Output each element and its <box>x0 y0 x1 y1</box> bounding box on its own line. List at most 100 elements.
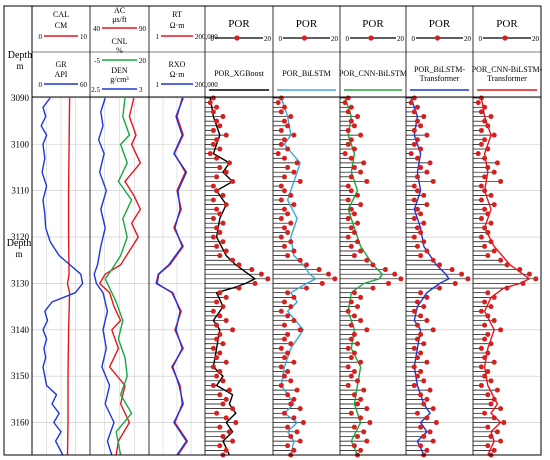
por-marker <box>437 262 442 268</box>
por-marker <box>494 387 500 393</box>
por-marker <box>452 280 458 286</box>
scale-min-label: 40 <box>93 25 101 33</box>
por-marker <box>421 192 427 198</box>
por-marker <box>207 100 213 106</box>
por-marker <box>285 443 291 449</box>
por-marker <box>210 141 216 147</box>
por-marker <box>382 267 388 273</box>
por-marker <box>430 178 436 184</box>
depth-axis: Depth m Depth m 3090 3100 3110 3120 3130 3140… <box>7 50 32 428</box>
por-marker <box>424 396 430 402</box>
scale-max-label: 200,000 <box>195 33 218 41</box>
por-marker <box>414 225 420 231</box>
log-curve <box>280 97 317 456</box>
por-marker <box>398 276 404 282</box>
por-marker <box>424 359 430 365</box>
por-marker <box>214 104 220 110</box>
por-marker <box>491 447 497 453</box>
por-marker <box>408 151 414 157</box>
por-marker <box>281 225 287 231</box>
por-marker <box>482 225 488 231</box>
por-marker <box>491 248 497 254</box>
por-marker <box>424 132 430 138</box>
por-marker <box>345 197 351 203</box>
por-marker <box>291 248 297 254</box>
por-marker <box>358 415 364 421</box>
por-marker <box>437 285 442 291</box>
por-marker <box>233 420 239 426</box>
por-marker <box>348 373 354 379</box>
por-marker <box>526 271 532 277</box>
por-marker <box>285 146 291 152</box>
por-marker <box>433 420 439 426</box>
por-marker <box>278 183 284 189</box>
por-marker <box>421 341 427 347</box>
por-marker <box>475 100 481 106</box>
por-marker <box>285 165 291 171</box>
por-marker <box>220 239 226 245</box>
scale-max-label: 20 <box>532 35 540 43</box>
por-marker <box>491 132 497 138</box>
por-marker <box>281 410 287 416</box>
por-marker <box>355 304 360 310</box>
outer-frame <box>3 5 542 456</box>
por-marker <box>355 114 360 120</box>
por-marker <box>291 447 297 453</box>
track-header-name: POR_CNN-BiLSTM <box>339 69 407 78</box>
scale-max-label: 200,000 <box>195 81 218 89</box>
scale-max-label: 20 <box>139 57 147 65</box>
scale-marker <box>301 35 308 41</box>
por-marker <box>498 327 504 333</box>
por-marker <box>351 229 357 235</box>
por-marker <box>351 350 357 356</box>
por-marker <box>414 299 420 305</box>
por-marker <box>488 433 494 439</box>
por-marker <box>278 141 284 147</box>
por-marker <box>351 313 357 319</box>
por-marker <box>285 350 291 356</box>
scale-max-label: 10 <box>80 33 88 41</box>
por-marker <box>223 132 229 138</box>
por-marker <box>355 192 360 198</box>
por-marker <box>424 248 430 254</box>
por-marker <box>210 382 216 388</box>
por-marker <box>226 387 232 393</box>
por-marker <box>288 433 294 439</box>
por-marker <box>504 262 510 268</box>
por-marker <box>278 95 284 101</box>
por-marker <box>430 438 436 444</box>
por-marker <box>210 183 216 189</box>
log-curve <box>155 97 188 456</box>
frame-layer <box>3 5 542 456</box>
por-marker <box>297 257 303 263</box>
por-marker <box>345 234 351 240</box>
track-header-name: POR <box>496 18 518 30</box>
por-marker <box>478 95 484 101</box>
por-marker <box>414 355 420 361</box>
track-header-name: Transformer <box>487 74 527 83</box>
scale-min-label: 2.5 <box>91 86 100 94</box>
por-marker <box>230 406 236 412</box>
por-marker <box>214 410 220 416</box>
por-marker <box>358 396 364 402</box>
por-marker <box>414 174 420 180</box>
track-header-name: POR <box>228 18 250 30</box>
scale-max-label: 20 <box>264 35 272 43</box>
por-marker <box>297 327 303 333</box>
depth-tick-label: 3140 <box>11 325 30 335</box>
por-marker <box>478 234 484 240</box>
por-marker <box>414 322 420 328</box>
por-marker <box>358 359 364 365</box>
por-marker <box>220 433 226 439</box>
por-marker <box>214 336 220 342</box>
por-marker <box>411 345 417 351</box>
por-marker <box>342 151 348 157</box>
por-marker <box>424 169 430 175</box>
por-marker <box>478 308 484 314</box>
por-marker <box>220 114 226 120</box>
por-marker <box>491 169 497 175</box>
por-marker <box>217 313 223 319</box>
por-marker <box>358 318 364 324</box>
por-marker <box>485 369 491 375</box>
por-marker <box>364 406 370 412</box>
